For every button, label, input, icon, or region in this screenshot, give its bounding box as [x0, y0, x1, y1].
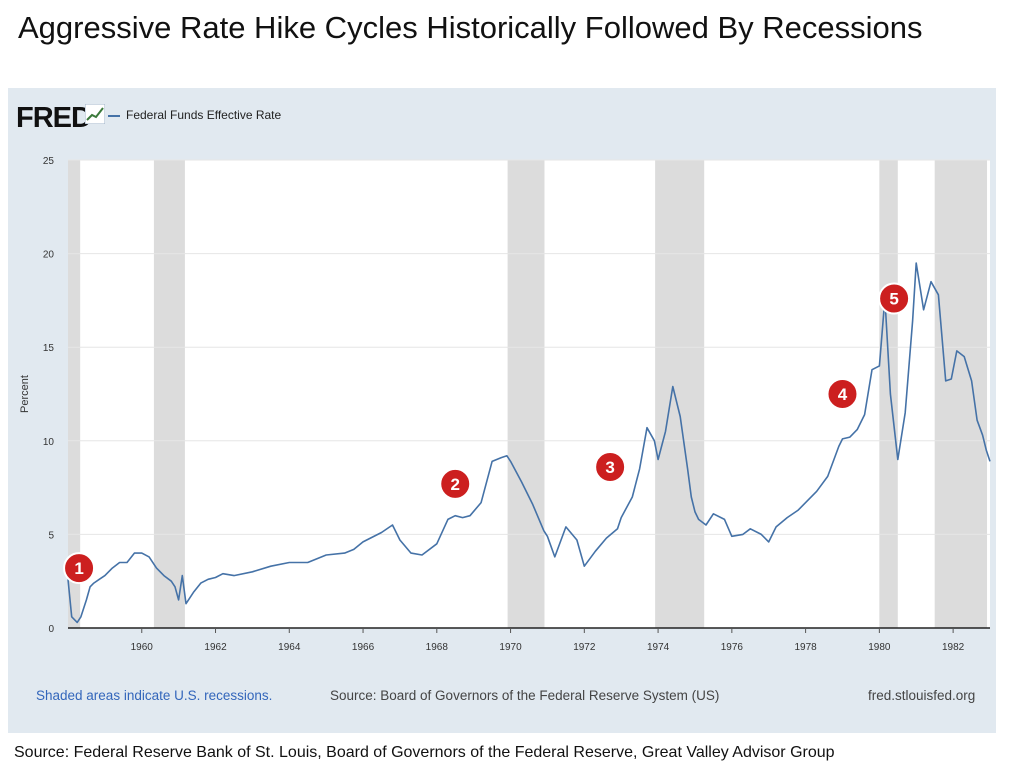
annotation-label: 1 [74, 559, 83, 578]
recession-note: Shaded areas indicate U.S. recessions. [36, 688, 273, 703]
source-note: Source: Board of Governors of the Federa… [330, 688, 720, 703]
x-tick-label: 1982 [942, 642, 965, 653]
annotation-label: 5 [889, 290, 898, 309]
annotation-label: 2 [451, 475, 460, 494]
recession-band [879, 160, 898, 628]
legend: Federal Funds Effective Rate [108, 108, 281, 122]
y-tick-label: 25 [43, 156, 55, 167]
fred-logo[interactable]: FRED [16, 102, 92, 134]
y-tick-label: 10 [43, 437, 55, 448]
annotation-marker [439, 467, 472, 500]
y-tick-label: 5 [48, 530, 54, 541]
y-tick-label: 20 [43, 250, 55, 261]
recession-band [507, 160, 545, 628]
x-tick-label: 1978 [794, 642, 817, 653]
annotation-label: 4 [838, 385, 848, 404]
x-tick-label: 1976 [721, 642, 744, 653]
recession-band [153, 160, 185, 628]
annotation-marker [826, 378, 859, 410]
annotation-marker [878, 282, 911, 315]
y-tick-label: 0 [48, 624, 54, 635]
bottom-source: Source: Federal Reserve Bank of St. Loui… [14, 744, 835, 761]
recession-band [68, 160, 81, 628]
x-tick-label: 1964 [278, 642, 301, 653]
annotation-label: 3 [605, 458, 614, 477]
x-tick-label: 1962 [204, 642, 227, 653]
x-tick-label: 1972 [573, 642, 596, 653]
x-tick-label: 1970 [499, 642, 522, 653]
x-tick-label: 1968 [426, 642, 449, 653]
x-tick-label: 1974 [647, 642, 670, 653]
legend-swatch [108, 114, 120, 117]
recession-band [934, 160, 988, 628]
x-tick-label: 1980 [868, 642, 891, 653]
fred-graph-icon [85, 104, 105, 124]
series-line [67, 262, 991, 624]
annotation-marker [63, 552, 96, 585]
annotation-marker [594, 451, 627, 484]
y-tick-label: 15 [43, 343, 55, 354]
site-link[interactable]: fred.stlouisfed.org [868, 688, 976, 703]
page-title: Aggressive Rate Hike Cycles Historically… [18, 10, 923, 45]
fred-chart-panel: FRED Federal Funds Effective Rate 0 5 10 15… [8, 88, 996, 733]
recession-band [655, 160, 705, 628]
x-tick-label: 1966 [352, 642, 375, 653]
y-axis-label: Percent [19, 375, 31, 413]
legend-label: Federal Funds Effective Rate [126, 108, 282, 122]
x-tick-label: 1960 [131, 642, 154, 653]
